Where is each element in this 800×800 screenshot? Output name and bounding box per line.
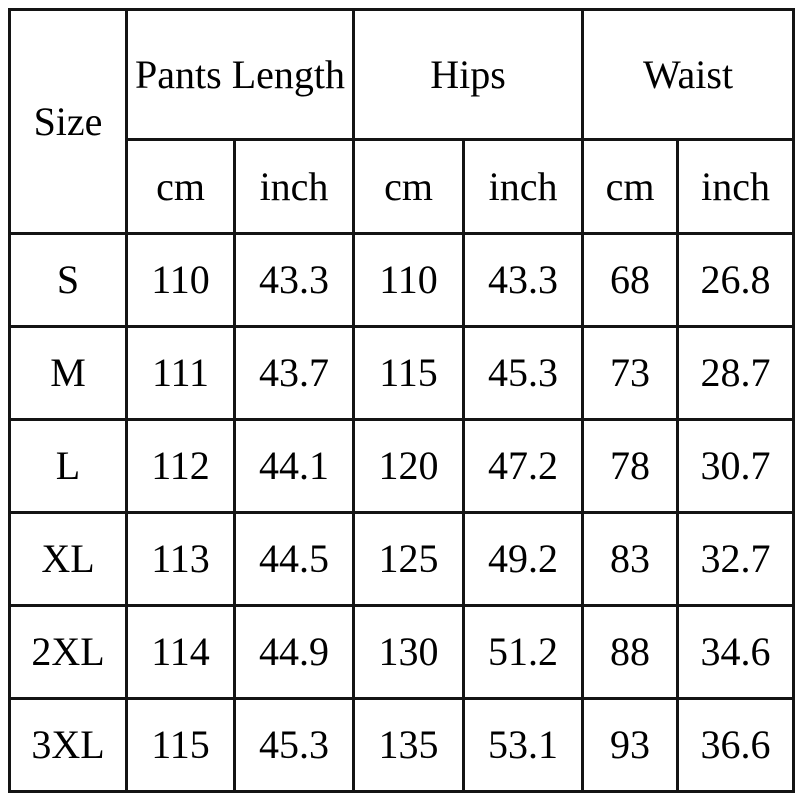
pants-length-cm-value: 111: [125, 325, 236, 421]
waist-inch-value: 32.7: [676, 511, 796, 607]
table-row-2xl: 2XL 114 44.9 130 51.2 88 34.6: [8, 604, 796, 700]
hips-cm-value: 130: [352, 604, 466, 700]
size-label: M: [8, 325, 128, 421]
hips-inch-header: inch: [462, 138, 585, 235]
hips-cm-value: 125: [352, 511, 466, 607]
hips-inch-value: 53.1: [462, 697, 585, 793]
hips-inch-value: 49.2: [462, 511, 585, 607]
pants-length-inch-value: 44.5: [232, 511, 356, 607]
header-row-groups: Size Pants Length Hips Waist: [8, 8, 796, 235]
table-row-m: M 111 43.7 115 45.3 73 28.7: [8, 325, 796, 421]
pants-length-cm-value: 114: [125, 604, 236, 700]
size-column-header: Size: [8, 8, 128, 235]
pants-length-inch-value: 44.1: [232, 418, 356, 514]
waist-inch-value: 36.6: [676, 697, 796, 793]
pants-length-cm-header: cm: [125, 138, 236, 235]
waist-cm-header: cm: [581, 138, 680, 235]
hips-cm-header: cm: [352, 138, 466, 235]
hips-inch-value: 43.3: [462, 232, 585, 328]
size-label: L: [8, 418, 128, 514]
waist-cm-value: 73: [581, 325, 680, 421]
waist-group-header: Waist: [581, 8, 796, 141]
pants-length-cm-value: 110: [125, 232, 236, 328]
hips-inch-value: 45.3: [462, 325, 585, 421]
waist-cm-value: 68: [581, 232, 680, 328]
size-label: 3XL: [8, 697, 128, 793]
header-row-units: cm inch cm inch cm inch: [10, 138, 796, 235]
hips-cm-value: 115: [352, 325, 466, 421]
pants-length-inch-value: 44.9: [232, 604, 356, 700]
waist-inch-value: 34.6: [676, 604, 796, 700]
waist-cm-value: 78: [581, 418, 680, 514]
waist-inch-value: 26.8: [676, 232, 796, 328]
hips-inch-value: 51.2: [462, 604, 585, 700]
pants-length-inch-header: inch: [232, 138, 356, 235]
pants-length-cm-value: 115: [125, 697, 236, 793]
hips-cm-value: 110: [352, 232, 466, 328]
size-label: 2XL: [8, 604, 128, 700]
waist-cm-value: 83: [581, 511, 680, 607]
size-label: XL: [8, 511, 128, 607]
size-chart-table: Size Pants Length Hips Waist cm inch cm …: [8, 8, 796, 793]
hips-cm-value: 120: [352, 418, 466, 514]
waist-inch-value: 30.7: [676, 418, 796, 514]
hips-cm-value: 135: [352, 697, 466, 793]
pants-length-inch-value: 43.7: [232, 325, 356, 421]
pants-length-cm-value: 112: [125, 418, 236, 514]
pants-length-inch-value: 45.3: [232, 697, 356, 793]
pants-length-inch-value: 43.3: [232, 232, 356, 328]
waist-cm-value: 93: [581, 697, 680, 793]
table-row-3xl: 3XL 115 45.3 135 53.1 93 36.6: [8, 697, 796, 793]
table-row-s: S 110 43.3 110 43.3 68 26.8: [8, 232, 796, 328]
size-label: S: [8, 232, 128, 328]
table-row-xl: XL 113 44.5 125 49.2 83 32.7: [8, 511, 796, 607]
pants-length-cm-value: 113: [125, 511, 236, 607]
waist-inch-header: inch: [676, 138, 796, 235]
waist-inch-value: 28.7: [676, 325, 796, 421]
hips-inch-value: 47.2: [462, 418, 585, 514]
pants-length-group-header: Pants Length: [124, 8, 356, 141]
table-row-l: L 112 44.1 120 47.2 78 30.7: [8, 418, 796, 514]
waist-cm-value: 88: [581, 604, 680, 700]
hips-group-header: Hips: [352, 8, 585, 141]
